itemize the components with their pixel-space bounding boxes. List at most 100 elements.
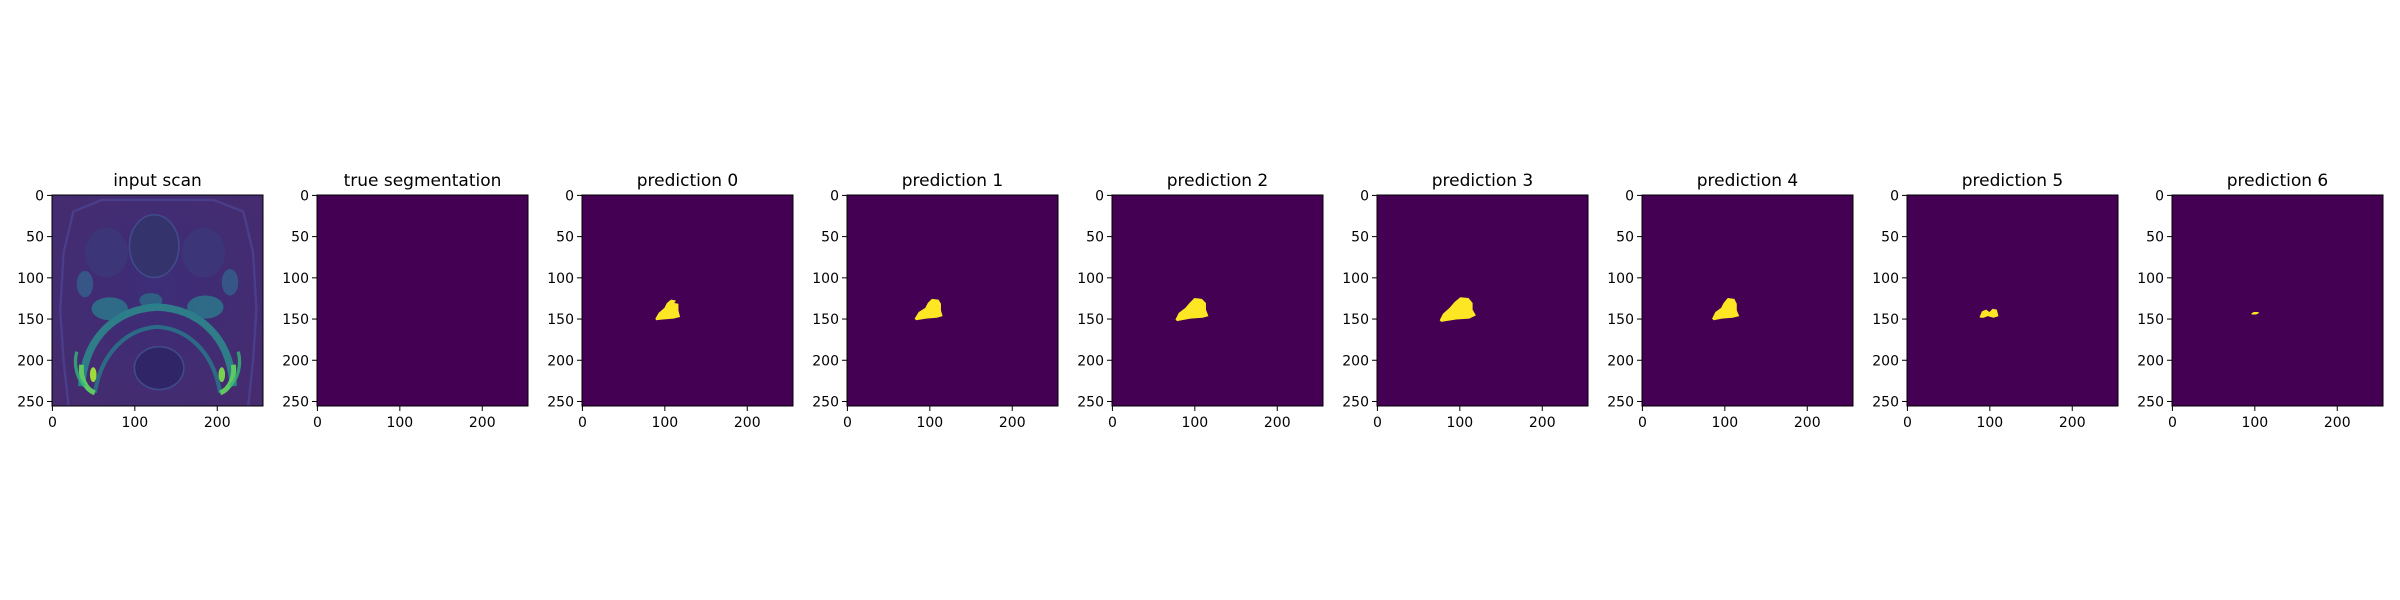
y-tick-label: 100 bbox=[17, 271, 44, 287]
y-tick-label: 150 bbox=[812, 312, 839, 328]
image-area bbox=[1642, 195, 1853, 406]
x-tick-label: 0 bbox=[2168, 415, 2177, 431]
x-tick-label: 0 bbox=[843, 415, 852, 431]
x-tick-label: 0 bbox=[48, 415, 57, 431]
y-tick-label: 150 bbox=[547, 312, 574, 328]
background bbox=[317, 195, 528, 406]
image-area bbox=[1907, 195, 2118, 406]
panel-title: prediction 1 bbox=[902, 171, 1004, 191]
image-area bbox=[1377, 195, 1588, 406]
y-tick-label: 100 bbox=[1342, 271, 1369, 287]
y-tick-label: 0 bbox=[1360, 188, 1369, 204]
background bbox=[582, 195, 793, 406]
x-tick-label: 200 bbox=[1794, 415, 1821, 431]
segmentation-mask bbox=[1175, 298, 1209, 322]
x-tick-label: 200 bbox=[204, 415, 231, 431]
x-tick-label: 200 bbox=[734, 415, 761, 431]
y-tick-label: 150 bbox=[17, 312, 44, 328]
y-tick-label: 50 bbox=[1086, 230, 1104, 246]
image-area bbox=[317, 195, 528, 406]
x-tick-label: 100 bbox=[1976, 415, 2003, 431]
image-area bbox=[1112, 195, 1323, 406]
y-tick-label: 100 bbox=[2137, 271, 2164, 287]
y-tick-label: 50 bbox=[26, 230, 44, 246]
x-tick-label: 200 bbox=[1264, 415, 1291, 431]
axes-frame bbox=[581, 194, 794, 407]
panel-title: prediction 2 bbox=[1167, 171, 1269, 191]
y-tick-label: 100 bbox=[1607, 271, 1634, 287]
background bbox=[1642, 195, 1853, 406]
y-tick-label: 150 bbox=[1607, 312, 1634, 328]
axes-frame bbox=[51, 194, 264, 407]
axes-frame bbox=[1641, 194, 1854, 407]
panel-title: true segmentation bbox=[344, 171, 502, 191]
y-tick-label: 200 bbox=[1077, 353, 1104, 369]
y-tick-label: 0 bbox=[830, 188, 839, 204]
y-tick-label: 200 bbox=[1607, 353, 1634, 369]
x-tick-label: 0 bbox=[1638, 415, 1647, 431]
x-tick-label: 200 bbox=[1529, 415, 1556, 431]
panel-title: prediction 6 bbox=[2227, 171, 2329, 191]
panel-title: prediction 0 bbox=[637, 171, 739, 191]
y-tick-label: 100 bbox=[1872, 271, 1899, 287]
x-tick-label: 100 bbox=[651, 415, 678, 431]
x-tick-label: 0 bbox=[1108, 415, 1117, 431]
y-tick-label: 100 bbox=[812, 271, 839, 287]
y-tick-label: 200 bbox=[547, 353, 574, 369]
y-tick-label: 150 bbox=[282, 312, 309, 328]
image-area bbox=[52, 195, 263, 406]
x-tick-label: 100 bbox=[2241, 415, 2268, 431]
x-tick-label: 200 bbox=[469, 415, 496, 431]
y-tick-label: 0 bbox=[1095, 188, 1104, 204]
y-tick-label: 250 bbox=[1077, 394, 1104, 410]
y-tick-label: 200 bbox=[17, 353, 44, 369]
axes-frame bbox=[1906, 194, 2119, 407]
x-tick-label: 0 bbox=[313, 415, 322, 431]
image-area bbox=[2172, 195, 2383, 406]
y-tick-label: 250 bbox=[2137, 394, 2164, 410]
y-tick-label: 50 bbox=[1351, 230, 1369, 246]
y-tick-label: 200 bbox=[1342, 353, 1369, 369]
y-tick-label: 50 bbox=[556, 230, 574, 246]
image-area bbox=[847, 195, 1058, 406]
background bbox=[1907, 195, 2118, 406]
y-tick-label: 150 bbox=[1872, 312, 1899, 328]
x-tick-label: 100 bbox=[121, 415, 148, 431]
background bbox=[1377, 195, 1588, 406]
x-tick-label: 100 bbox=[1711, 415, 1738, 431]
y-tick-label: 250 bbox=[812, 394, 839, 410]
x-tick-label: 100 bbox=[916, 415, 943, 431]
panel-title: prediction 4 bbox=[1697, 171, 1799, 191]
y-tick-label: 100 bbox=[282, 271, 309, 287]
axes-frame bbox=[316, 194, 529, 407]
x-tick-label: 200 bbox=[2059, 415, 2086, 431]
y-tick-label: 0 bbox=[35, 188, 44, 204]
x-tick-label: 0 bbox=[1903, 415, 1912, 431]
y-tick-label: 0 bbox=[2155, 188, 2164, 204]
y-tick-label: 250 bbox=[1342, 394, 1369, 410]
y-tick-label: 0 bbox=[1625, 188, 1634, 204]
segmentation-mask bbox=[1712, 298, 1740, 321]
x-tick-label: 100 bbox=[386, 415, 413, 431]
panel-title: prediction 5 bbox=[1962, 171, 2064, 191]
segmentation-mask bbox=[1439, 297, 1476, 322]
x-tick-label: 200 bbox=[2324, 415, 2351, 431]
y-tick-label: 50 bbox=[821, 230, 839, 246]
x-tick-label: 0 bbox=[578, 415, 587, 431]
panel-title: input scan bbox=[113, 171, 202, 191]
y-tick-label: 100 bbox=[547, 271, 574, 287]
y-tick-label: 200 bbox=[282, 353, 309, 369]
axes-frame bbox=[1111, 194, 1324, 407]
segmentation-mask bbox=[1979, 308, 1999, 318]
y-tick-label: 50 bbox=[1881, 230, 1899, 246]
background bbox=[847, 195, 1058, 406]
segmentation-mask bbox=[655, 299, 681, 321]
